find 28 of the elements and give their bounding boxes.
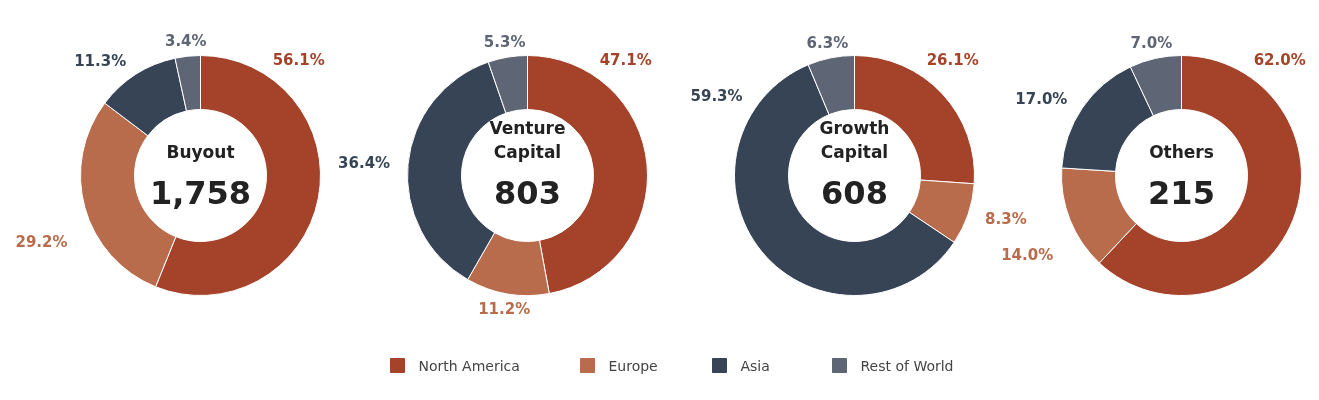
data-label: 17.0% — [1015, 90, 1068, 109]
legend-label: Asia — [740, 357, 770, 374]
text: 608 — [821, 173, 888, 212]
text: Venture Capital — [489, 117, 566, 162]
data-label: 47.1% — [599, 50, 652, 69]
data-label: 6.3% — [806, 33, 849, 52]
data-label: 26.1% — [926, 50, 979, 69]
text: Growth Capital — [819, 117, 890, 162]
legend-label: North America — [418, 357, 520, 374]
legend-label: Europe — [608, 357, 658, 374]
data-label: 11.2% — [478, 300, 531, 319]
data-label: 5.3% — [483, 32, 526, 51]
data-label: 29.2% — [15, 232, 68, 251]
text: Others — [1149, 141, 1214, 162]
data-label: 14.0% — [1001, 246, 1054, 265]
data-label: 7.0% — [1130, 34, 1173, 53]
data-label: 62.0% — [1253, 50, 1306, 69]
data-label: 3.4% — [164, 31, 207, 50]
data-label: 56.1% — [272, 50, 325, 69]
legend-label: Rest of World — [860, 357, 954, 374]
data-label: 59.3% — [690, 87, 743, 106]
text: 215 — [1148, 173, 1215, 212]
data-label: 36.4% — [338, 153, 391, 172]
data-label: 8.3% — [985, 210, 1027, 229]
text: Buyout — [166, 141, 235, 162]
text: 803 — [494, 173, 561, 212]
data-label: 11.3% — [74, 52, 127, 71]
text: 1,758 — [149, 173, 252, 212]
